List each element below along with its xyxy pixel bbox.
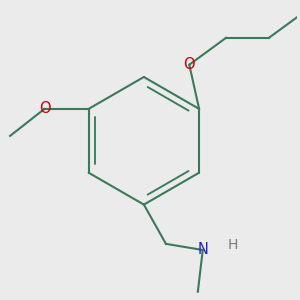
Text: H: H bbox=[227, 238, 238, 252]
Text: O: O bbox=[39, 101, 50, 116]
Text: O: O bbox=[184, 57, 195, 72]
Text: N: N bbox=[197, 242, 208, 257]
